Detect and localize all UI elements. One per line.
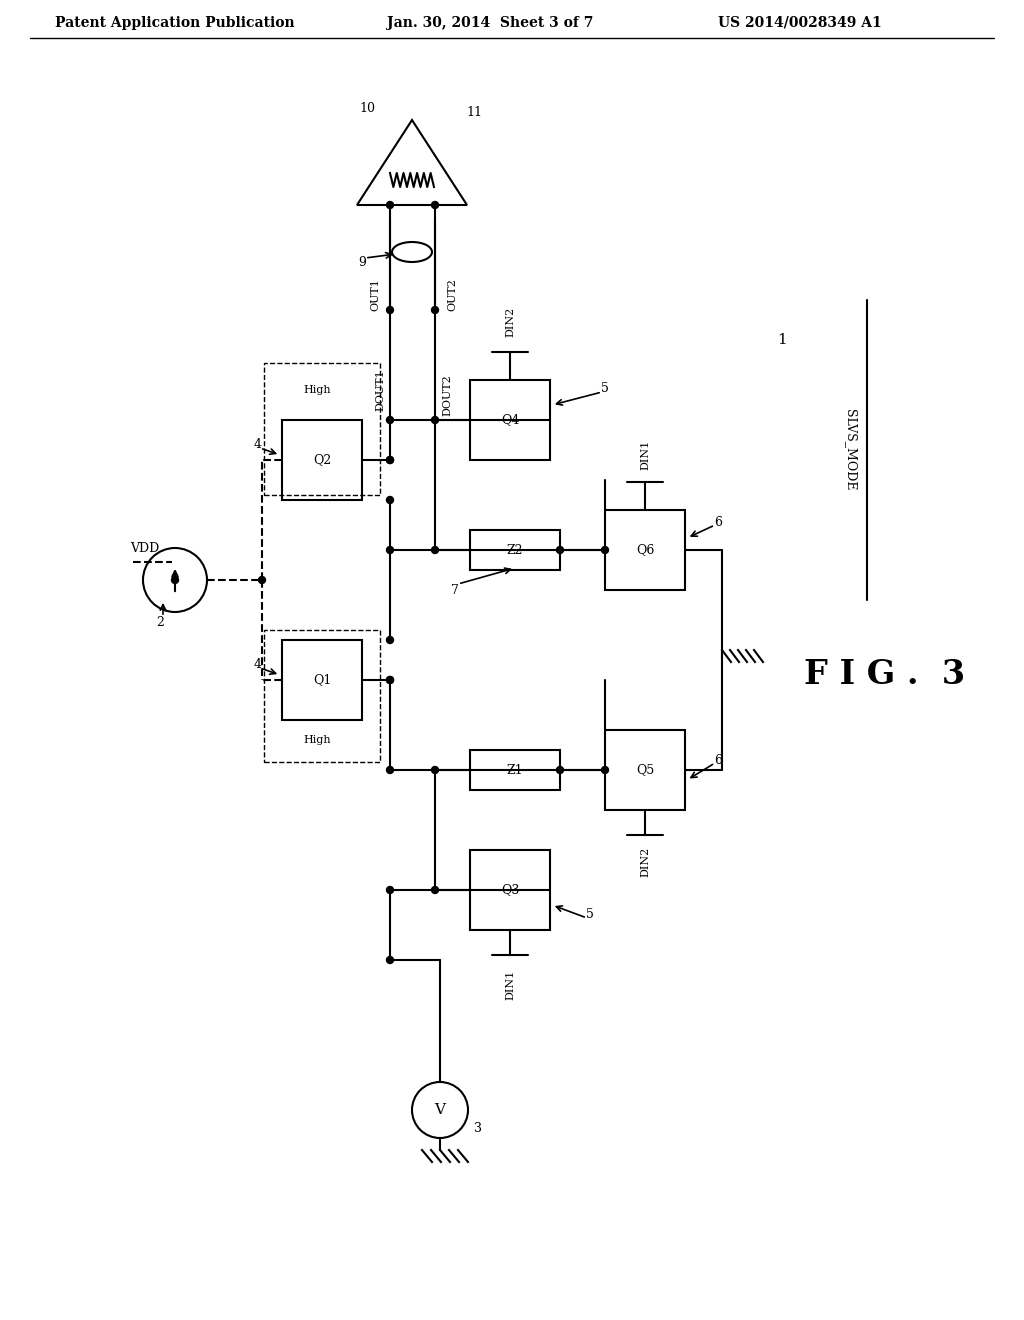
Text: 4: 4 bbox=[254, 659, 262, 672]
Bar bbox=[470, 750, 560, 789]
Text: Z2: Z2 bbox=[507, 544, 523, 557]
Text: OUT1: OUT1 bbox=[370, 279, 380, 312]
Text: Q3: Q3 bbox=[501, 883, 519, 896]
Circle shape bbox=[386, 546, 393, 553]
Text: SLVS_MODE: SLVS_MODE bbox=[844, 409, 856, 491]
Text: 9: 9 bbox=[358, 256, 366, 268]
Circle shape bbox=[386, 457, 393, 463]
Circle shape bbox=[431, 887, 438, 894]
Text: 11: 11 bbox=[466, 106, 482, 119]
Circle shape bbox=[386, 202, 393, 209]
Text: Q6: Q6 bbox=[636, 544, 654, 557]
Circle shape bbox=[386, 417, 393, 424]
Circle shape bbox=[386, 957, 393, 964]
Circle shape bbox=[431, 417, 438, 424]
Text: Jan. 30, 2014  Sheet 3 of 7: Jan. 30, 2014 Sheet 3 of 7 bbox=[387, 16, 593, 30]
Circle shape bbox=[171, 577, 178, 583]
Bar bbox=[605, 510, 685, 590]
Text: 4: 4 bbox=[254, 438, 262, 451]
Text: V: V bbox=[434, 1104, 445, 1117]
Circle shape bbox=[431, 306, 438, 314]
Bar bbox=[282, 640, 362, 719]
Text: 3: 3 bbox=[474, 1122, 482, 1134]
Text: DIN1: DIN1 bbox=[505, 970, 515, 1001]
Text: VDD: VDD bbox=[130, 541, 160, 554]
Text: 2: 2 bbox=[156, 615, 164, 628]
Circle shape bbox=[431, 767, 438, 774]
Text: Patent Application Publication: Patent Application Publication bbox=[55, 16, 295, 30]
Circle shape bbox=[386, 676, 393, 684]
Text: 6: 6 bbox=[714, 516, 722, 528]
Circle shape bbox=[386, 767, 393, 774]
Text: High: High bbox=[303, 735, 331, 744]
Text: OUT2: OUT2 bbox=[447, 279, 457, 312]
Circle shape bbox=[431, 202, 438, 209]
Text: Q4: Q4 bbox=[501, 413, 519, 426]
Text: 5: 5 bbox=[601, 381, 609, 395]
Bar bbox=[470, 380, 550, 459]
Text: 1: 1 bbox=[777, 333, 786, 347]
Bar bbox=[264, 363, 380, 495]
Circle shape bbox=[386, 457, 393, 463]
Text: DIN2: DIN2 bbox=[640, 847, 650, 876]
Circle shape bbox=[556, 546, 563, 553]
Text: Z1: Z1 bbox=[507, 763, 523, 776]
Text: DIN2: DIN2 bbox=[505, 306, 515, 337]
Bar bbox=[264, 630, 380, 762]
Text: Q5: Q5 bbox=[636, 763, 654, 776]
Circle shape bbox=[601, 767, 608, 774]
Circle shape bbox=[386, 496, 393, 503]
Text: Q2: Q2 bbox=[313, 454, 331, 466]
Circle shape bbox=[601, 546, 608, 553]
Circle shape bbox=[386, 676, 393, 684]
Text: High: High bbox=[303, 385, 331, 395]
Text: Q1: Q1 bbox=[312, 673, 331, 686]
Text: 5: 5 bbox=[586, 908, 594, 921]
Circle shape bbox=[386, 887, 393, 894]
Text: F I G .  3: F I G . 3 bbox=[805, 659, 966, 692]
Bar bbox=[470, 850, 550, 931]
Circle shape bbox=[386, 636, 393, 644]
Text: DOUT1: DOUT1 bbox=[375, 370, 385, 411]
Text: US 2014/0028349 A1: US 2014/0028349 A1 bbox=[718, 16, 882, 30]
Text: DIN1: DIN1 bbox=[640, 440, 650, 470]
Bar bbox=[605, 730, 685, 810]
Text: 6: 6 bbox=[714, 754, 722, 767]
Circle shape bbox=[386, 306, 393, 314]
Text: 10: 10 bbox=[359, 102, 375, 115]
Circle shape bbox=[431, 546, 438, 553]
Circle shape bbox=[258, 577, 265, 583]
Text: DOUT2: DOUT2 bbox=[442, 374, 452, 416]
Bar bbox=[470, 531, 560, 570]
Circle shape bbox=[556, 767, 563, 774]
Text: 7: 7 bbox=[451, 583, 459, 597]
Bar bbox=[282, 420, 362, 500]
